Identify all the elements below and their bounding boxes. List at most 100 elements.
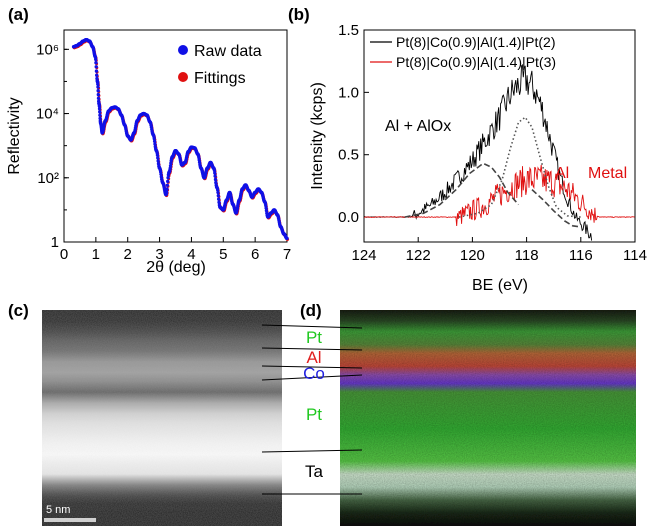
data-point-raw — [166, 176, 170, 180]
y-tick-label-b: 1.5 — [338, 22, 359, 39]
x-tick-label-b: 114 — [623, 247, 647, 264]
data-point-raw — [96, 96, 101, 100]
data-point-raw — [213, 174, 217, 178]
y-tick-label-b: 0.0 — [338, 209, 359, 226]
x-tick-label-b: 122 — [406, 247, 431, 264]
layer-label-pt-middle: Pt — [306, 405, 322, 424]
y-tick-label-a: 10² — [37, 170, 59, 187]
data-point-raw — [95, 73, 99, 77]
data-point-raw — [96, 85, 100, 89]
data-point-raw — [217, 200, 221, 205]
data-point-raw — [155, 153, 160, 157]
data-point-raw — [216, 197, 221, 201]
data-point-raw — [98, 113, 102, 117]
layer-separators — [261, 324, 363, 495]
axis-ticks-b: 124 122 120 118 116 114 0.0 0.5 1.0 1.5 — [338, 22, 647, 264]
separator-line — [261, 365, 363, 369]
panel-label-d: (d) — [300, 301, 322, 320]
layer-label-ta: Ta — [305, 462, 324, 481]
data-point-raw — [97, 107, 102, 111]
data-point-raw — [94, 61, 98, 65]
data-point-raw — [96, 89, 100, 93]
data-points-a — [71, 37, 290, 241]
data-point-raw — [159, 172, 163, 176]
data-point-raw — [264, 203, 268, 208]
data-point-raw — [153, 142, 157, 146]
legend-marker-fit — [178, 72, 188, 82]
xps-chart: 124 122 120 118 116 114 0.0 0.5 1.0 1.5 BE (eV) I… — [309, 22, 647, 294]
data-point-raw — [152, 139, 157, 143]
annotation-al: Al — [555, 165, 569, 182]
x-axis-label-a: 2θ (deg) — [146, 259, 206, 276]
x-tick-label-a: 7 — [283, 246, 291, 263]
fit-curve-oxide — [404, 162, 520, 218]
data-point-raw — [98, 116, 102, 121]
data-point-raw — [98, 110, 102, 114]
separator-line — [261, 324, 363, 329]
separator-line — [261, 449, 363, 453]
layer-label-pt-top: Pt — [306, 328, 322, 347]
series-line-black — [363, 63, 593, 241]
legend-b: Pt(8)|Co(0.9)|Al(1.4)|Pt(2) Pt(8)|Co(0.9… — [370, 34, 556, 70]
annotation-al-alox: Al + AlOx — [385, 118, 451, 135]
x-tick-label-a: 4 — [187, 246, 195, 263]
x-tick-label-b: 124 — [351, 247, 376, 264]
y-axis-label-a: Reflectivity — [6, 97, 23, 174]
data-point-raw — [285, 236, 289, 241]
scale-bar-label: 5 nm — [46, 504, 70, 516]
data-point-raw — [94, 65, 98, 69]
data-point-raw — [96, 92, 101, 97]
layer-label-al: Al — [306, 348, 321, 367]
legend-label-raw: Raw data — [194, 43, 262, 60]
data-point-raw — [216, 190, 220, 195]
stem-image — [42, 310, 282, 526]
data-point-raw — [165, 187, 169, 191]
x-tick-label-b: 120 — [460, 247, 485, 264]
plot-frame-a — [63, 29, 288, 243]
eds-map-panel — [340, 310, 636, 526]
x-tick-label-a: 0 — [60, 246, 68, 263]
data-point-raw — [156, 156, 160, 160]
legend-marker-raw — [178, 45, 188, 55]
x-tick-label-a: 3 — [155, 246, 163, 263]
legend-label-fit: Fittings — [194, 70, 246, 87]
x-axis-label-b: BE (eV) — [472, 277, 528, 294]
data-point-raw — [215, 188, 220, 192]
y-tick-label-a: 1 — [51, 234, 59, 251]
panel-label-b: (b) — [288, 5, 310, 24]
panel-label-c: (c) — [8, 301, 29, 320]
y-tick-label-a: 10⁶ — [36, 41, 59, 58]
data-point-raw — [212, 168, 217, 173]
data-point-raw — [152, 136, 156, 141]
x-tick-label-b: 116 — [569, 247, 593, 264]
data-point-raw — [166, 179, 170, 184]
data-point-raw — [213, 171, 217, 175]
data-point-raw — [216, 193, 221, 198]
x-tick-label-b: 118 — [515, 247, 539, 264]
data-point-raw — [165, 183, 170, 187]
y-tick-label-b: 1.0 — [338, 84, 359, 101]
data-point-raw — [164, 190, 169, 194]
legend-a: Raw data Fittings — [178, 43, 262, 87]
x-tick-label-a: 5 — [219, 246, 227, 263]
x-tick-label-a: 1 — [92, 246, 100, 263]
data-point-raw — [96, 82, 100, 86]
fit-series-a — [72, 39, 290, 241]
data-point-raw — [168, 164, 173, 168]
eds-map-image — [340, 310, 636, 526]
data-point-raw — [94, 69, 99, 73]
legend-label-black: Pt(8)|Co(0.9)|Al(1.4)|Pt(2) — [396, 34, 556, 50]
data-point-raw — [264, 208, 269, 213]
data-point-raw — [156, 159, 160, 163]
panel-label-a: (a) — [8, 5, 29, 24]
stem-image-panel: 5 nm — [42, 310, 282, 526]
layer-label-co: Co — [303, 364, 325, 383]
y-tick-label-a: 10⁴ — [36, 106, 59, 123]
data-lines-b — [363, 63, 635, 241]
y-axis-label-b: Intensity (kcps) — [309, 82, 326, 190]
series-line-red — [363, 164, 635, 227]
data-point-raw — [168, 166, 172, 170]
